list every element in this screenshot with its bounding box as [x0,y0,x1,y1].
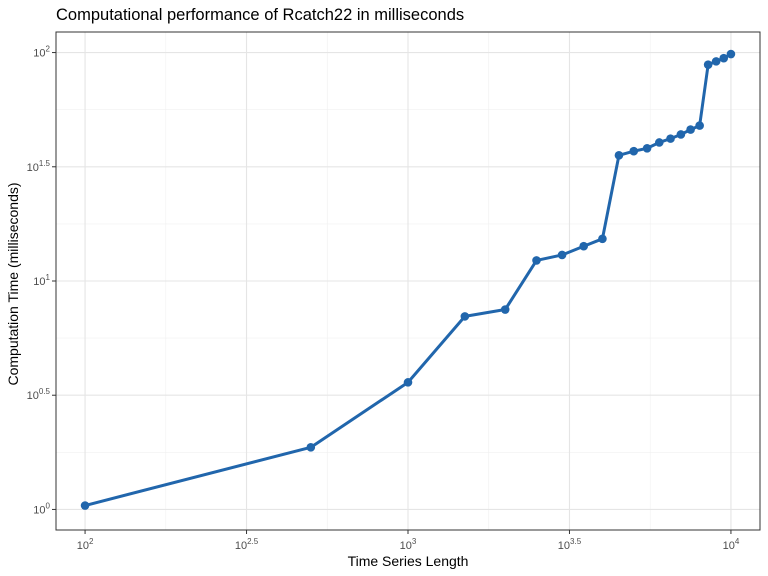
data-point [686,125,695,134]
x-tick-label: 102.5 [235,537,259,552]
x-axis-title: Time Series Length [348,553,469,569]
y-tick-label: 102 [33,45,50,60]
y-tick-label: 101.5 [27,159,51,174]
x-axis: 102 102.5 103 103.5 104 [77,530,740,552]
data-point [642,143,652,153]
data-point [726,49,736,59]
data-point [579,241,588,251]
y-axis-title: Computation Time (milliseconds) [5,182,21,385]
data-point [500,305,510,314]
data-point [557,250,567,260]
chart-title: Computational performance of Rcatch22 in… [56,6,464,24]
y-tick-label: 101 [33,273,50,288]
data-point [598,234,607,244]
data-point [695,121,704,130]
x-tick-label: 103.5 [558,537,582,552]
data-point [703,60,713,69]
x-tick-label: 102 [77,537,94,552]
data-point [80,501,90,510]
data-point [719,53,729,63]
data-point [666,134,675,143]
data-point [654,138,664,147]
data-point [629,146,639,156]
data-point [403,378,413,387]
data-point [614,151,624,160]
y-axis: 100 100.5 101 101.5 102 [27,45,56,516]
data-point [460,312,470,321]
data-point [676,130,686,139]
data-point [306,443,316,452]
data-point [532,256,541,265]
x-tick-label: 103 [400,537,417,552]
data-point [711,57,721,66]
major-gridlines [56,32,760,530]
y-tick-label: 100.5 [27,387,51,402]
x-tick-label: 104 [723,537,740,552]
y-tick-label: 100 [33,501,50,516]
series-layer [80,49,736,510]
